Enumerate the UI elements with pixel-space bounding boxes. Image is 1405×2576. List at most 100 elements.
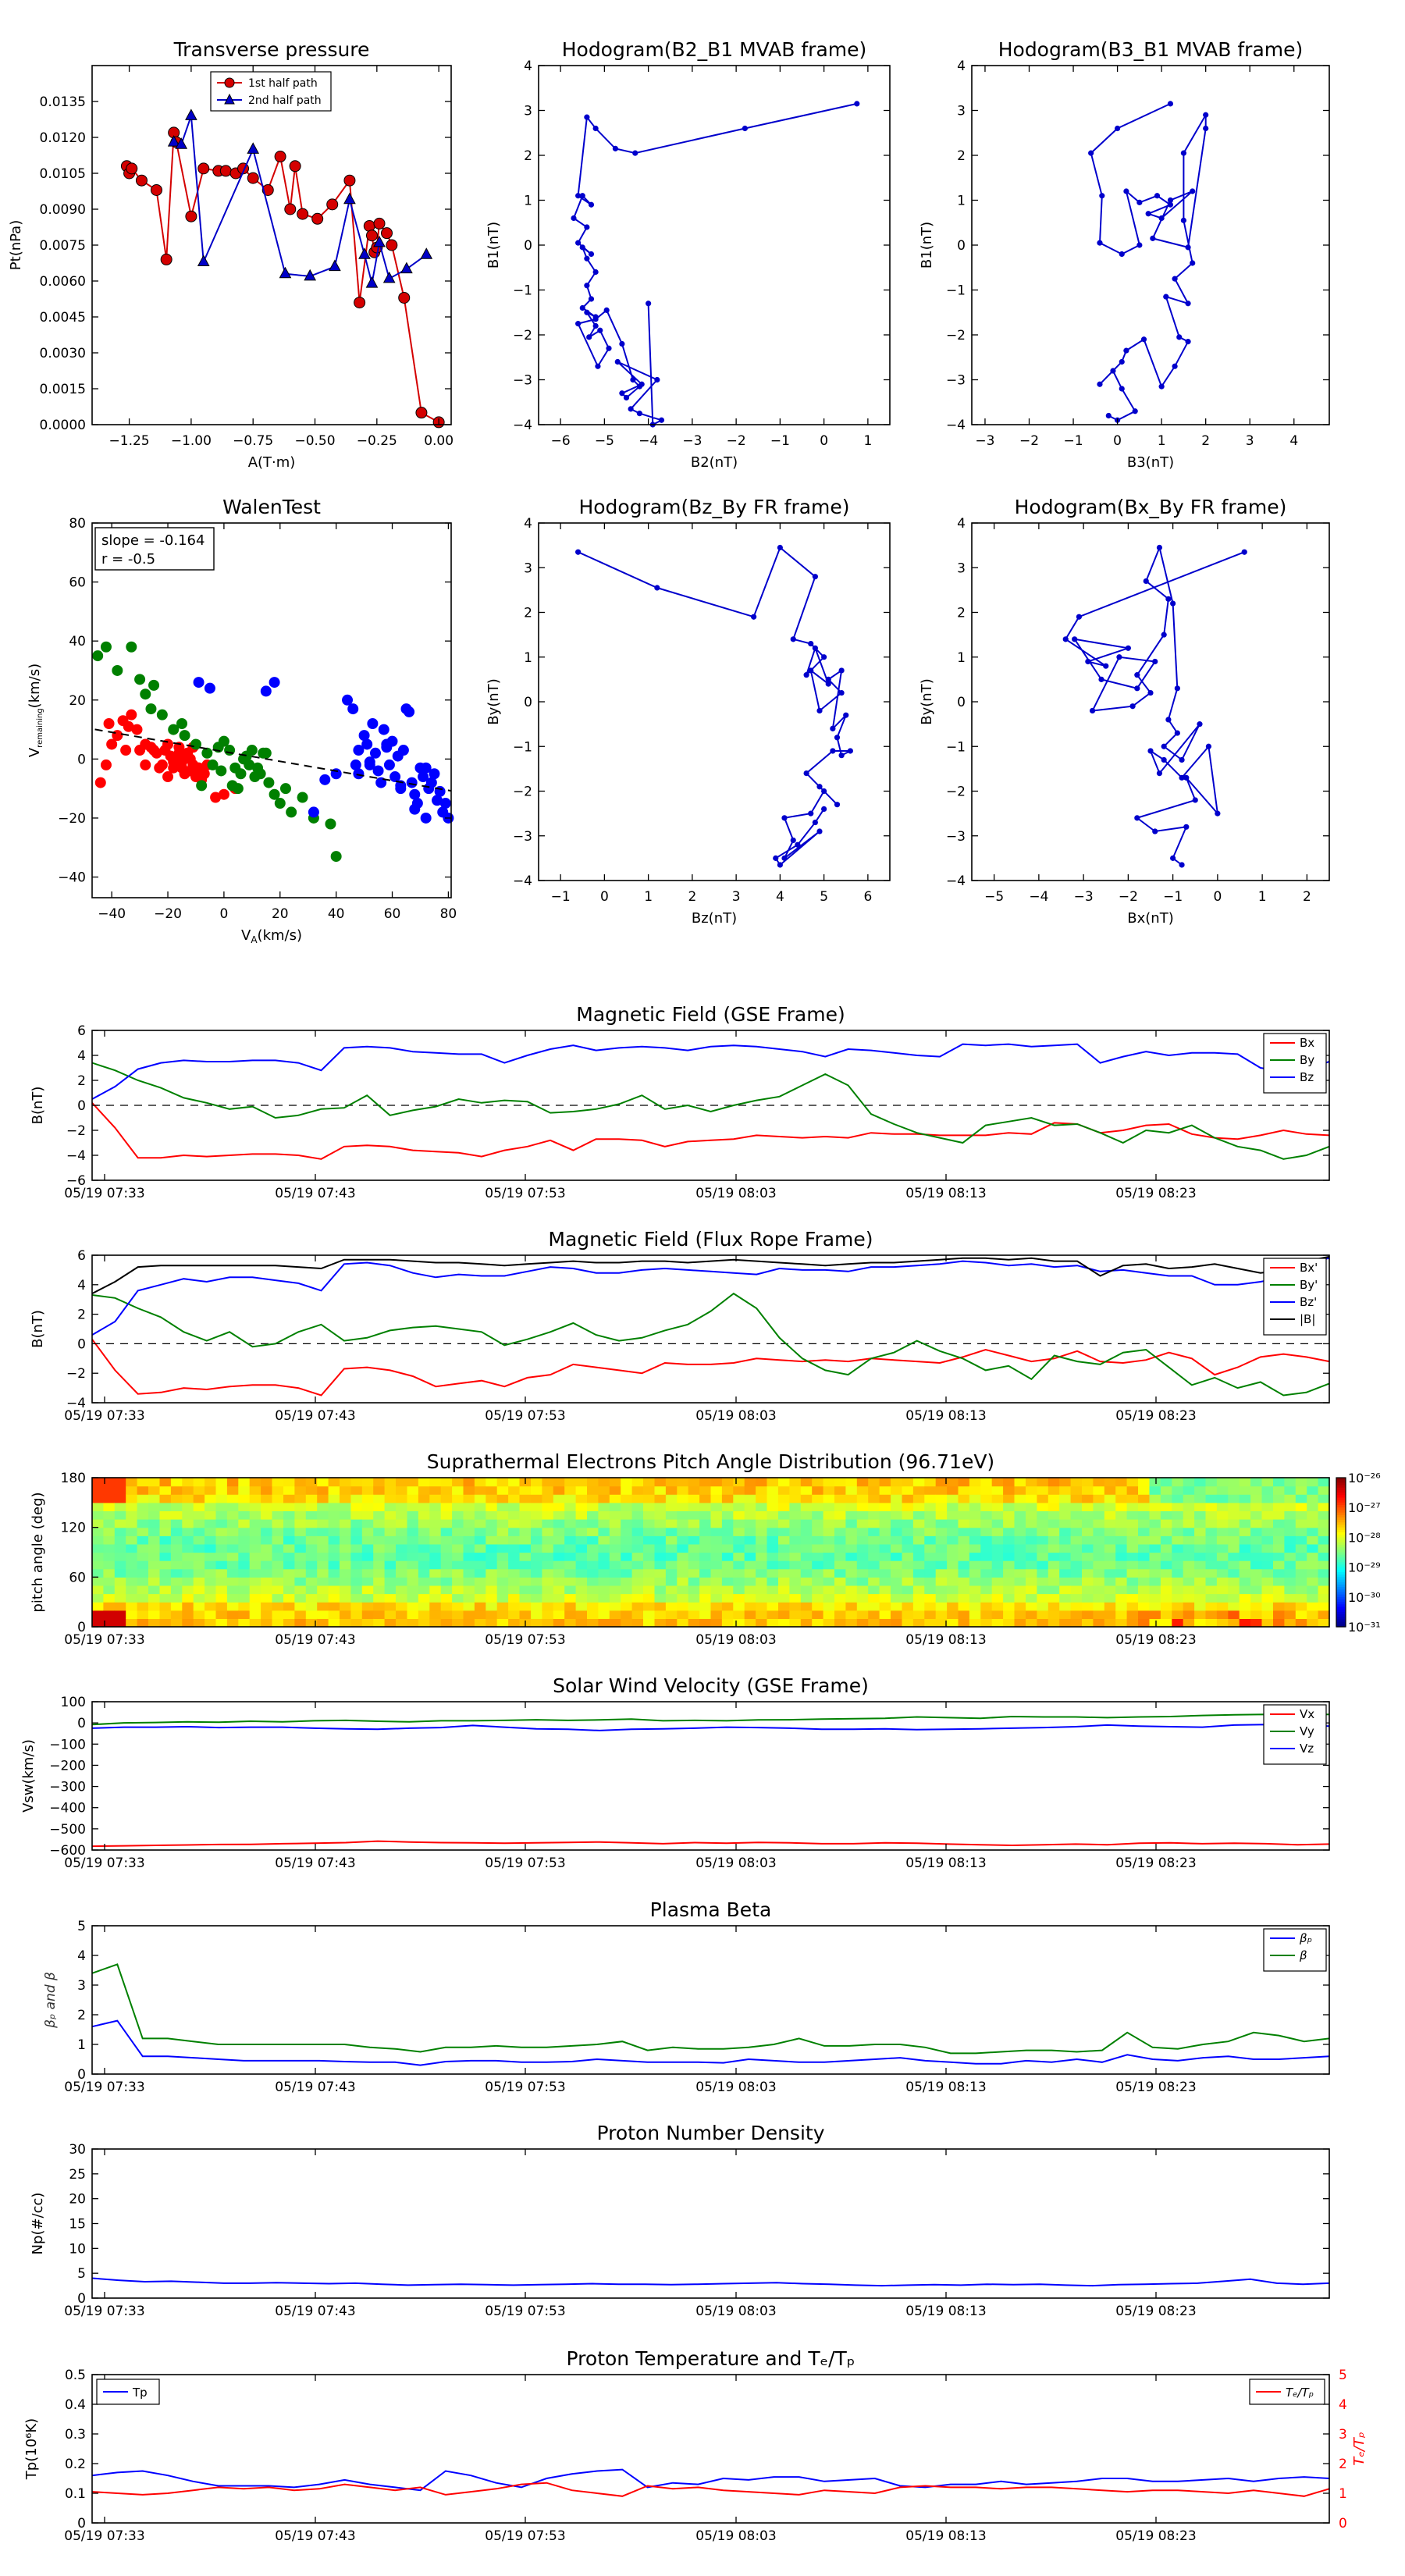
heatmap-cell bbox=[823, 1527, 835, 1536]
heatmap-cell bbox=[1014, 1602, 1026, 1611]
heatmap-cell bbox=[991, 1560, 1004, 1570]
heatmap-cell bbox=[103, 1568, 116, 1578]
heatmap-cell bbox=[1318, 1519, 1330, 1528]
heatmap-cell bbox=[170, 1494, 183, 1503]
heatmap-cell bbox=[486, 1510, 498, 1520]
heatmap-cell bbox=[935, 1527, 948, 1536]
heatmap-cell bbox=[1273, 1510, 1285, 1520]
heatmap-cell bbox=[205, 1535, 217, 1545]
heatmap-cell bbox=[1228, 1552, 1240, 1561]
heatmap-cell bbox=[519, 1560, 532, 1570]
colorbar-cell bbox=[1336, 1532, 1346, 1535]
heatmap-cell bbox=[1205, 1602, 1218, 1611]
heatmap-cell bbox=[92, 1560, 104, 1570]
heatmap-cell bbox=[912, 1502, 925, 1511]
series-line bbox=[91, 2019, 1330, 2066]
x-tick-label: 0 bbox=[219, 906, 228, 922]
heatmap-cell bbox=[1003, 1552, 1016, 1561]
heatmap-cell bbox=[778, 1560, 790, 1570]
heatmap-cell bbox=[1318, 1602, 1330, 1611]
heatmap-cell bbox=[665, 1568, 678, 1578]
heatmap-cell bbox=[1295, 1519, 1307, 1528]
heatmap-cell bbox=[1295, 1568, 1307, 1578]
heatmap-cell bbox=[384, 1568, 397, 1578]
heatmap-cell bbox=[317, 1577, 329, 1586]
heatmap-cell bbox=[800, 1494, 813, 1503]
heatmap-cell bbox=[440, 1543, 453, 1553]
x-tick-label: 1 bbox=[863, 433, 872, 449]
heatmap-cell bbox=[474, 1478, 486, 1487]
heatmap-cell bbox=[1307, 1510, 1319, 1520]
heatmap-cell bbox=[1261, 1519, 1274, 1528]
heatmap-cell bbox=[317, 1535, 329, 1545]
heatmap-cell bbox=[474, 1543, 486, 1553]
data-point bbox=[1147, 748, 1154, 754]
heatmap-cell bbox=[508, 1510, 521, 1520]
heatmap-cell bbox=[587, 1618, 599, 1628]
heatmap-cell bbox=[1172, 1494, 1184, 1503]
y-tick-label: 6 bbox=[77, 1248, 86, 1264]
y-tick-label: 60 bbox=[69, 1570, 86, 1585]
heatmap-cell bbox=[1093, 1618, 1105, 1628]
heatmap-cell bbox=[373, 1478, 386, 1487]
x-tick-label: 05/19 08:13 bbox=[905, 1856, 986, 1871]
heatmap-cell bbox=[631, 1560, 644, 1570]
heatmap-cell bbox=[1205, 1519, 1218, 1528]
colorbar-cell bbox=[1336, 1564, 1346, 1568]
heatmap-cell bbox=[1003, 1610, 1016, 1619]
heatmap-cell bbox=[564, 1527, 577, 1536]
heatmap-cell bbox=[531, 1494, 542, 1503]
heatmap-cell bbox=[1318, 1535, 1330, 1545]
heatmap-cell bbox=[1250, 1494, 1263, 1503]
colorbar-cell bbox=[1336, 1545, 1346, 1548]
data-point bbox=[1180, 217, 1187, 223]
heatmap-cell bbox=[474, 1610, 486, 1619]
heatmap-cell bbox=[856, 1510, 869, 1520]
heatmap-cell bbox=[1138, 1610, 1150, 1619]
heatmap-cell bbox=[980, 1535, 993, 1545]
heatmap-cell bbox=[1273, 1602, 1285, 1611]
data-point bbox=[420, 812, 432, 824]
heatmap-cell bbox=[508, 1535, 521, 1545]
data-point bbox=[1161, 632, 1167, 638]
y-tick-label: 1 bbox=[524, 194, 532, 209]
heatmap-cell bbox=[631, 1535, 644, 1545]
heatmap-cell bbox=[812, 1494, 824, 1503]
heatmap-cell bbox=[575, 1602, 588, 1611]
heatmap-cell bbox=[564, 1577, 577, 1586]
heatmap-cell bbox=[1070, 1602, 1083, 1611]
heatmap-cell bbox=[1070, 1543, 1083, 1553]
heatmap-cell bbox=[631, 1618, 644, 1628]
heatmap-cell bbox=[170, 1543, 183, 1553]
heatmap-cell bbox=[1070, 1577, 1083, 1586]
heatmap-cell bbox=[531, 1478, 542, 1487]
heatmap-cell bbox=[710, 1527, 723, 1536]
heatmap-cell bbox=[1037, 1593, 1049, 1603]
heatmap-cell bbox=[272, 1485, 284, 1495]
heatmap-cell bbox=[361, 1585, 374, 1595]
heatmap-cell bbox=[1284, 1560, 1297, 1570]
data-point bbox=[244, 759, 255, 770]
heatmap-cell bbox=[159, 1610, 172, 1619]
heatmap-cell bbox=[440, 1510, 453, 1520]
heatmap-cell bbox=[1261, 1535, 1274, 1545]
heatmap-cell bbox=[1228, 1527, 1240, 1536]
data-point bbox=[1145, 211, 1151, 217]
heatmap-cell bbox=[1239, 1519, 1251, 1528]
heatmap-cell bbox=[688, 1527, 700, 1536]
heatmap-cell bbox=[1205, 1568, 1218, 1578]
heatmap-cell bbox=[553, 1543, 565, 1553]
heatmap-cell bbox=[1194, 1510, 1207, 1520]
heatmap-cell bbox=[778, 1478, 790, 1487]
heatmap-cell bbox=[317, 1568, 329, 1578]
heatmap-cell bbox=[1307, 1602, 1319, 1611]
x-tick-label: 05/19 07:33 bbox=[64, 1632, 144, 1648]
data-point bbox=[595, 363, 601, 369]
x-tick-label: −4 bbox=[638, 433, 658, 449]
heatmap-cell bbox=[305, 1478, 318, 1487]
heatmap-cell bbox=[170, 1610, 183, 1619]
heatmap-cell bbox=[733, 1577, 745, 1586]
heatmap-cell bbox=[531, 1560, 542, 1570]
heatmap-cell bbox=[564, 1485, 577, 1495]
heatmap-cell bbox=[789, 1535, 802, 1545]
